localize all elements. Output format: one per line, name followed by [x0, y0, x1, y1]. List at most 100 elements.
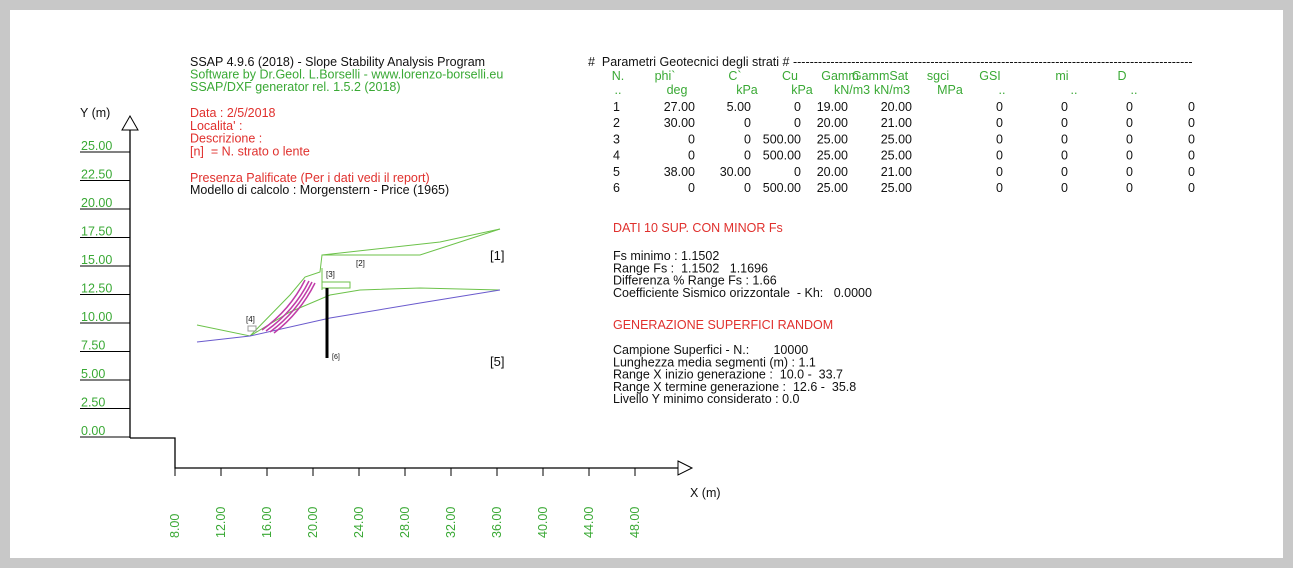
y-tick-label: 17.50 [81, 225, 112, 239]
table-cell: 25.00 [817, 132, 848, 146]
table-cell: 0 [1188, 165, 1195, 179]
column-unit: .. [1131, 83, 1138, 97]
table-cell: 6 [613, 181, 620, 195]
table-cell: 0 [996, 181, 1003, 195]
table-title: # Parametri Geotecnici degli strati # --… [588, 55, 1193, 69]
stratum-boundary [321, 228, 501, 256]
result-line: Differenza % Range Fs : 1.66 [613, 274, 777, 288]
table-cell: 0 [1126, 116, 1133, 130]
y-tick-label: 12.50 [81, 282, 112, 296]
table-cell: 500.00 [763, 132, 801, 146]
table-cell: 0 [1061, 132, 1068, 146]
table-cell: 21.00 [881, 165, 912, 179]
table-cell: 0 [1188, 181, 1195, 195]
column-header: Cu [782, 69, 798, 83]
column-unit: kN/m3 [834, 83, 870, 97]
table-cell: 30.00 [720, 165, 751, 179]
table-cell: 0 [996, 165, 1003, 179]
x-tick-label: 28.00 [398, 507, 412, 538]
header-line: SSAP 4.9.6 (2018) - Slope Stability Anal… [190, 55, 485, 69]
y-tick-label: 2.50 [81, 396, 105, 410]
table-cell: 0 [1126, 165, 1133, 179]
table-cell: 0 [1061, 116, 1068, 130]
y-tick-label: 7.50 [81, 339, 105, 353]
column-header: phi` [655, 69, 676, 83]
x-tick-label: 24.00 [352, 507, 366, 538]
axes [121, 114, 694, 476]
x-tick-label: 20.00 [306, 507, 320, 538]
table-cell: 0 [1061, 181, 1068, 195]
table-cell: 0 [1061, 149, 1068, 163]
table-cell: 0 [1126, 149, 1133, 163]
section-title: DATI 10 SUP. CON MINOR Fs [613, 221, 783, 235]
column-header: sgci [927, 69, 949, 83]
table-cell: 20.00 [881, 100, 912, 114]
lens [247, 325, 257, 332]
column-header: D [1117, 69, 1126, 83]
result-line: Coefficiente Sismico orizzontale - Kh: 0… [613, 286, 872, 300]
table-cell: 0 [688, 181, 695, 195]
table-cell: 1 [613, 100, 620, 114]
table-cell: 25.00 [817, 181, 848, 195]
y-tick-label: 15.00 [81, 253, 112, 267]
column-header: Gamm [821, 69, 859, 83]
table-cell: 20.00 [817, 116, 848, 130]
stratum-label: [6] [332, 354, 340, 361]
table-cell: 21.00 [881, 116, 912, 130]
piles-note: Presenza Palificate (Per i dati vedi il … [190, 171, 430, 185]
x-tick-label: 16.00 [260, 507, 274, 538]
stratum-label: [4] [246, 315, 255, 324]
x-tick-label: 8.00 [168, 514, 182, 538]
model-line: Modello di calcolo : Morgenstern - Price… [190, 183, 449, 197]
table-cell: 0 [744, 116, 751, 130]
table-cell: 0 [1126, 132, 1133, 146]
column-header: C` [728, 69, 741, 83]
column-unit: .. [999, 83, 1006, 97]
header-line: SSAP/DXF generator rel. 1.5.2 (2018) [190, 80, 401, 94]
x-tick-label: 48.00 [628, 507, 642, 538]
table-cell: 0 [996, 132, 1003, 146]
table-cell: 500.00 [763, 181, 801, 195]
table-cell: 0 [794, 116, 801, 130]
table-cell: 0 [688, 149, 695, 163]
table-cell: 25.00 [817, 149, 848, 163]
y-tick-label: 25.00 [81, 139, 112, 153]
table-cell: 0 [1188, 132, 1195, 146]
table-cell: 0 [794, 100, 801, 114]
table-cell: 30.00 [664, 116, 695, 130]
header-line: Software by Dr.Geol. L.Borselli - www.lo… [190, 68, 503, 82]
table-cell: 0 [996, 100, 1003, 114]
x-tick-label: 12.00 [214, 507, 228, 538]
bedrock-line [196, 289, 501, 343]
y-tick-label: 10.00 [81, 310, 112, 324]
table-cell: 5.00 [727, 100, 751, 114]
x-axis [130, 437, 680, 469]
ground-surface [196, 228, 501, 337]
table-cell: 0 [744, 149, 751, 163]
table-cell: 0 [744, 132, 751, 146]
y-arrow [121, 114, 139, 131]
table-cell: 25.00 [881, 181, 912, 195]
table-cell: 0 [1126, 181, 1133, 195]
y-tick-label: 5.00 [81, 367, 105, 381]
table-cell: 5 [613, 165, 620, 179]
table-cell: 27.00 [664, 100, 695, 114]
generation-line: Campione Superfici - N.: 10000 [613, 343, 808, 357]
table-cell: 0 [1061, 100, 1068, 114]
info-line: Data : 2/5/2018 [190, 106, 276, 120]
table-cell: 0 [794, 165, 801, 179]
table-cell: 0 [1188, 149, 1195, 163]
table-cell: 0 [688, 132, 695, 146]
result-line: Range Fs : 1.1502 1.1696 [613, 261, 768, 275]
slip-surfaces [261, 279, 316, 334]
slope-drawing [196, 228, 501, 358]
x-tick-label: 36.00 [490, 507, 504, 538]
x-arrow [677, 460, 694, 476]
stratum-label: [3] [326, 270, 335, 279]
column-unit: .. [615, 83, 622, 97]
column-unit: kPa [791, 83, 813, 97]
table-cell: 0 [1188, 100, 1195, 114]
x-tick-label: 40.00 [536, 507, 550, 538]
column-header: N. [612, 69, 625, 83]
